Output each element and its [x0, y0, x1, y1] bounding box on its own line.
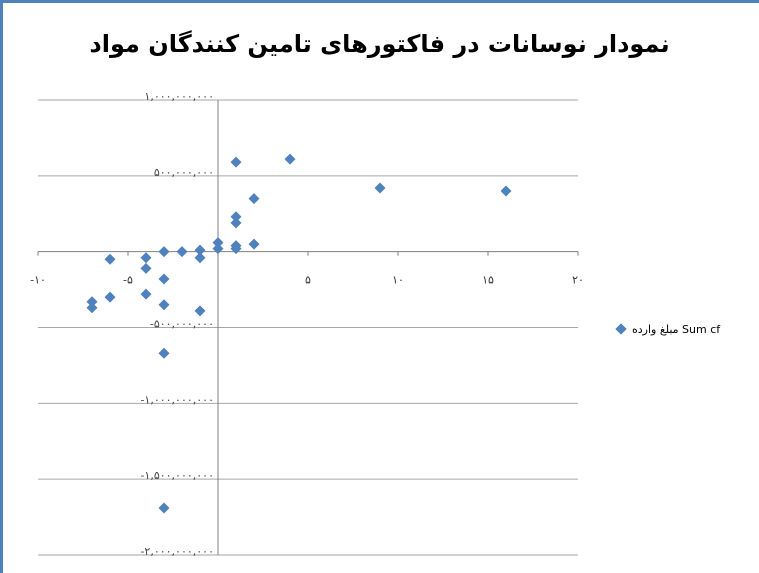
data-point [140, 288, 152, 300]
data-point [104, 253, 116, 265]
data-point [284, 153, 296, 165]
x-tick-label: ۱۰ [392, 274, 404, 287]
data-point [230, 217, 242, 229]
y-tick-label: ۵۰۰,۰۰۰,۰۰۰ [154, 166, 214, 179]
y-tick-label: ۱,۰۰۰,۰۰۰,۰۰۰ [144, 90, 214, 103]
data-point [230, 211, 242, 223]
data-point [194, 305, 206, 317]
data-point [140, 262, 152, 274]
x-tick-label: ۵ [305, 274, 311, 287]
legend-label: مبلغ وارده Sum cf [632, 322, 721, 336]
data-point [176, 246, 188, 258]
data-point [158, 299, 170, 311]
data-point [230, 243, 242, 255]
data-point [374, 182, 386, 194]
y-tick-label: -۵۰۰,۰۰۰,۰۰۰ [150, 318, 214, 331]
data-point [158, 502, 170, 514]
data-point [158, 273, 170, 285]
data-point [194, 244, 206, 256]
data-point [212, 237, 224, 249]
x-tick-labels: -۱۰ -۵ ۵ ۱۰ ۱۵ ۲۰ [30, 274, 584, 287]
data-point [140, 252, 152, 264]
legend-marker-icon [615, 323, 627, 335]
x-tick-label: -۱۰ [30, 274, 46, 287]
x-tick-label: -۵ [123, 274, 133, 287]
data-point [158, 347, 170, 359]
y-tick-label: -۱,۰۰۰,۰۰۰,۰۰۰ [140, 393, 214, 406]
data-points [86, 153, 512, 514]
data-point [194, 252, 206, 264]
data-point [86, 296, 98, 308]
data-point [500, 185, 512, 197]
y-tick-label: -۲,۰۰۰,۰۰۰,۰۰۰ [140, 545, 214, 558]
chart-title: نمودار نوسانات در فاکتورهای تامین کنندگا… [89, 30, 670, 58]
data-point [86, 302, 98, 314]
data-point [158, 246, 170, 258]
legend: مبلغ وارده Sum cf [615, 320, 721, 338]
y-tick-label: -۱,۵۰۰,۰۰۰,۰۰۰ [140, 469, 214, 482]
data-point [248, 238, 260, 250]
gridlines [38, 99, 578, 556]
data-point [104, 291, 116, 303]
x-tick-label: ۱۵ [482, 274, 494, 287]
x-tick-label: ۲۰ [572, 274, 584, 287]
y-tick-labels: ۱,۰۰۰,۰۰۰,۰۰۰ ۵۰۰,۰۰۰,۰۰۰ -۵۰۰,۰۰۰,۰۰۰ -۱,۰… [140, 90, 214, 558]
data-point [230, 156, 242, 168]
data-point [248, 193, 260, 205]
data-point [212, 243, 224, 255]
